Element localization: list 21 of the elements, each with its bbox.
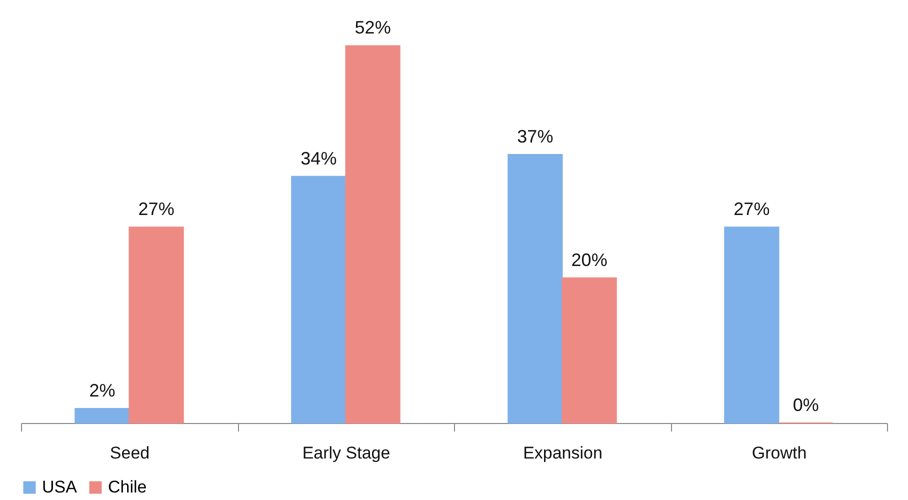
- data-label: 37%: [517, 126, 554, 147]
- bar: [562, 277, 617, 424]
- x-tick-label: Seed: [110, 444, 150, 462]
- data-label: 27%: [734, 199, 770, 220]
- bar: [508, 154, 563, 424]
- x-tick-label: Expansion: [523, 444, 602, 462]
- data-label: 2%: [89, 380, 116, 400]
- bar: [74, 408, 130, 424]
- data-label: 0%: [792, 395, 819, 415]
- x-tick-label: Growth: [752, 444, 807, 462]
- legend-label: Chile: [108, 478, 147, 497]
- x-tick-label: Early Stage: [302, 444, 390, 462]
- bar: [345, 45, 400, 424]
- data-label: 27%: [138, 199, 174, 220]
- bar: [724, 226, 780, 424]
- data-label: 20%: [571, 250, 608, 270]
- legend-label: USA: [42, 478, 78, 497]
- bar: [128, 226, 184, 424]
- data-label: 52%: [354, 18, 391, 38]
- data-label: 34%: [300, 148, 337, 168]
- bar: [291, 176, 346, 424]
